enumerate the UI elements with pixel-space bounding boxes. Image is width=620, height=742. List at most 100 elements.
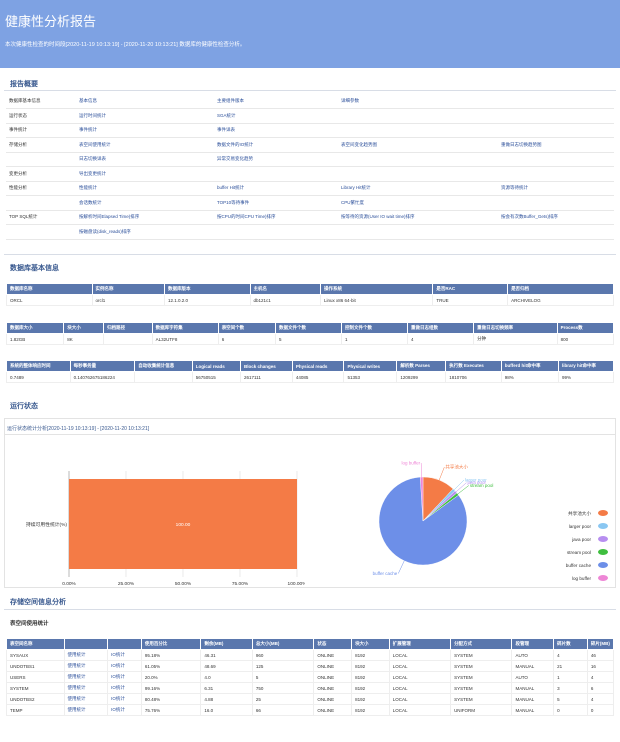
storage-subtitle: 表空间使用统计 (10, 621, 49, 627)
overview-link[interactable]: 事件统计 (76, 123, 214, 138)
overview-link (498, 166, 614, 182)
overview-link[interactable]: buffer Hit统计 (214, 181, 338, 196)
overview-link (338, 152, 498, 167)
tablespace-cell: 960 (251, 649, 315, 661)
tablespace-cell: SYSTEM (450, 671, 513, 683)
overview-link[interactable]: 运行时间统计 (76, 108, 214, 124)
overview-category: 变更分析 (6, 166, 76, 182)
io-stat-link[interactable]: IO统计 (107, 682, 142, 694)
io-stat-link[interactable]: IO统计 (107, 704, 142, 716)
dbinfo-table-2: 数据库大小 块大小 归档路径 数据库字符集 表空间个数 数据文件个数 控制文件个数 重做日志组… (5, 322, 615, 345)
usage-stat-link[interactable]: 使用统计 (63, 671, 109, 683)
overview-table: 数据库基本信息 基本信息 主要组件版本 详细参数 运行状态 运行时间统计 SGA统计 事件统计… (6, 94, 614, 240)
dbinfo3-header: Physical reads (291, 360, 345, 372)
dbinfo3-cell: 44085 (291, 371, 345, 383)
usage-stat-link[interactable]: 使用统计 (63, 693, 109, 705)
overview-link[interactable]: 主要组件版本 (214, 94, 338, 109)
dbinfo2-header: 块大小 (63, 322, 105, 334)
runstate-panel-title: 运行状态统计分析[2020-11-19 10:13:19] - [2020-11… (7, 426, 150, 432)
overview-link[interactable]: SGA统计 (214, 108, 338, 124)
overview-link[interactable]: 重做日志切换趋势图 (498, 137, 614, 153)
tablespace-cell: 4 (586, 671, 615, 683)
usage-stat-link[interactable]: 使用统计 (63, 660, 109, 672)
tablespace-header: 状态 (313, 638, 353, 650)
dbinfo3-header: bufferd hit命中率 (500, 360, 560, 372)
tablespace-cell: 95.18% (140, 649, 202, 661)
legend-label: stream pool (567, 550, 591, 555)
io-stat-link[interactable]: IO统计 (107, 660, 142, 672)
io-stat-link[interactable]: IO统计 (107, 693, 142, 705)
overview-link[interactable]: TOP10等待事件 (214, 195, 338, 211)
table-row: UNDOTBS1 使用统计 IO统计 61.05% 48.69 125 ONLINE 8192… (6, 660, 615, 672)
overview-link[interactable]: 按等待的资源(User IO wait time)排序 (338, 210, 498, 225)
tablespace-name: TEMP (6, 704, 65, 716)
pie-slice-label: log buffer (401, 461, 420, 466)
tablespace-cell: ONLINE (313, 660, 353, 672)
overview-link[interactable]: 异常交易变化趋势 (214, 152, 338, 167)
dbinfo2-cell: 6 (217, 333, 276, 345)
overview-link (338, 123, 498, 138)
tablespace-cell: 6.31 (200, 682, 253, 694)
bar-value-label: 100.00 (176, 522, 191, 528)
io-stat-link[interactable]: IO统计 (107, 671, 142, 683)
pie-leader-line (398, 560, 405, 574)
overview-link[interactable]: 资源等待统计 (498, 181, 614, 196)
legend-swatch (598, 575, 608, 581)
dbinfo2-cell (103, 333, 153, 345)
overview-link[interactable]: 按CPU的时间CPU Time)排序 (214, 210, 338, 225)
tablespace-header: 碎片(MB) (586, 638, 615, 650)
overview-link[interactable]: Library Hit统计 (338, 181, 498, 196)
dbinfo3-header: 自动收集统计信息 (134, 360, 193, 372)
overview-link (498, 94, 614, 109)
overview-link[interactable]: 表空间变化趋势图 (338, 137, 498, 153)
usage-stat-link[interactable]: 使用统计 (63, 682, 109, 694)
dbinfo2-cell: 4 (407, 333, 475, 345)
overview-link[interactable]: 表空间使用统计 (76, 137, 214, 153)
y-category-label: 持续可用性统计(%) (26, 521, 67, 528)
divider (4, 90, 616, 91)
tablespace-cell: 20.0% (140, 671, 202, 683)
overview-link (338, 166, 498, 182)
overview-link[interactable]: 按会有次数Buffer_Gets)排序 (498, 210, 614, 225)
tablespace-table: 表空间名称 使用百分比 剩余(MB) 总大小(MB) 状态 块大小 扩展管理 分配方式 段管理碎… (6, 638, 615, 716)
overview-row: 变更分析 导出变更统计 (6, 166, 614, 182)
dbinfo2-header: 归档路径 (103, 322, 153, 334)
overview-category: 事件统计 (6, 123, 76, 138)
overview-category: 性能分析 (6, 181, 76, 196)
tablespace-cell: 46 (586, 649, 615, 661)
dbinfo1-header: 数据库版本 (164, 283, 251, 295)
dbinfo3-header: 执行数 Executes (445, 360, 502, 372)
tablespace-header (63, 638, 109, 650)
table-row: USERS 使用统计 IO统计 20.0% 4.0 5 ONLINE 8192 LOCAL SYS… (6, 671, 615, 683)
overview-link[interactable]: 数据文件的IO统计 (214, 137, 338, 153)
overview-link[interactable]: 会话数统计 (76, 195, 214, 211)
overview-link[interactable]: 基本信息 (76, 94, 214, 109)
availability-bar-chart: 0.00% 25.00% 50.00% 75.00% 100.00% 100.00 持续可用… (26, 471, 305, 587)
overview-link[interactable]: 按磁盘读(disk_reads)排序 (76, 224, 214, 240)
overview-link[interactable]: 详细参数 (338, 94, 498, 109)
dbinfo2-header: 重做日志组数 (407, 322, 475, 334)
tablespace-cell: 0 (553, 704, 588, 716)
overview-link[interactable]: 按解析时间Elapsed Time)排序 (76, 210, 214, 225)
dbinfo2-cell: AL32UTF8 (151, 333, 219, 345)
overview-row: TOP SQL统计 按解析时间Elapsed Time)排序 按CPU的时间CPU … (6, 210, 614, 225)
overview-link[interactable]: 性能统计 (76, 181, 214, 196)
legend-swatch (598, 523, 608, 529)
io-stat-link[interactable]: IO统计 (107, 649, 142, 661)
overview-link[interactable]: CPU繁忙度 (338, 195, 498, 211)
dbinfo3-cell: 99% (558, 371, 614, 383)
overview-link[interactable]: 日志切换详表 (76, 152, 214, 167)
dbinfo3-cell: 2617111 (239, 371, 293, 383)
runstate-panel: 运行状态统计分析[2020-11-19 10:13:19] - [2020-11… (4, 418, 616, 588)
table-row: SYSAUX 使用统计 IO统计 95.18% 46.31 960 ONLINE 8192 LO… (6, 649, 615, 661)
tablespace-cell: MANUAL (511, 682, 555, 694)
tablespace-cell: 8192 (351, 660, 390, 672)
tablespace-cell: AUTO (511, 649, 555, 661)
dbinfo2-cell: 800 (556, 333, 615, 345)
usage-stat-link[interactable]: 使用统计 (63, 704, 109, 716)
dbinfo1-cell: TRUE (432, 294, 509, 306)
overview-link[interactable]: 事件详表 (214, 123, 338, 138)
overview-link[interactable]: 导出变更统计 (76, 166, 214, 182)
usage-stat-link[interactable]: 使用统计 (63, 649, 109, 661)
